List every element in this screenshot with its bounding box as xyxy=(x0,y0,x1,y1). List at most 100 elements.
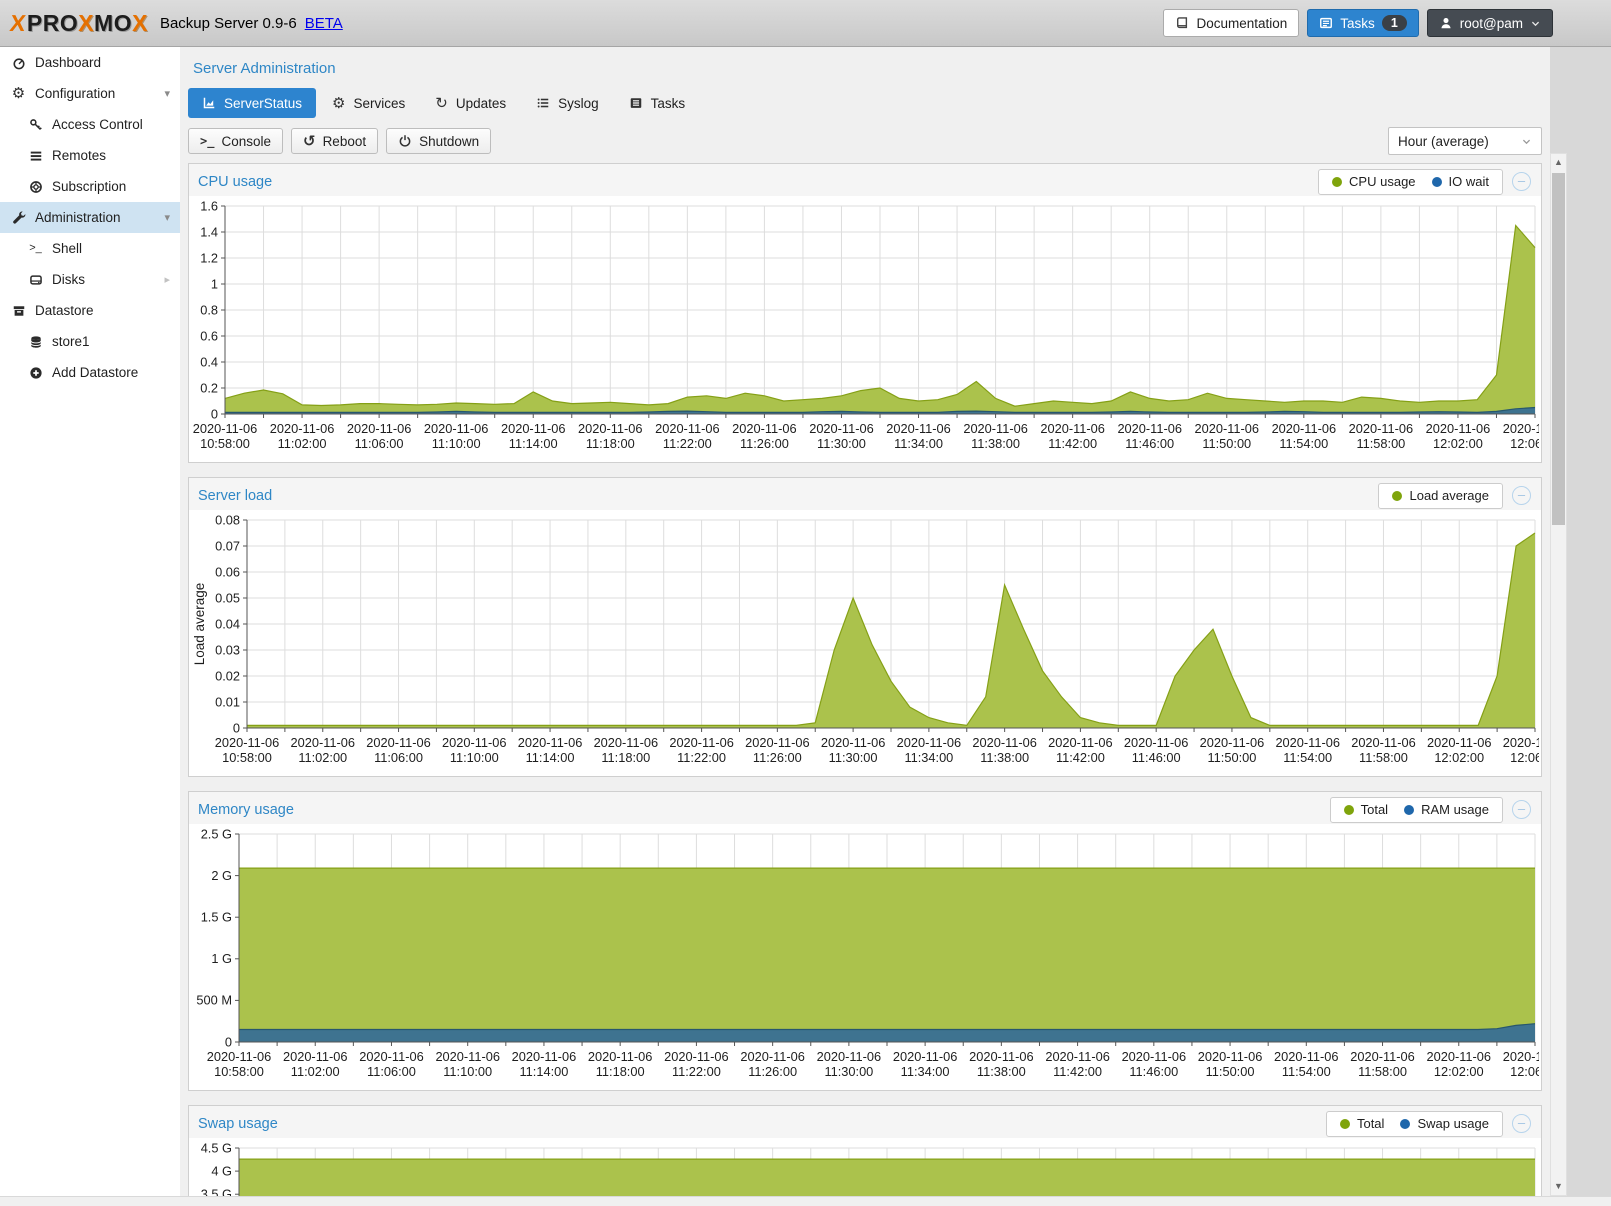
legend-label: Load average xyxy=(1409,488,1489,503)
svg-text:11:30:00: 11:30:00 xyxy=(824,1064,873,1079)
shutdown-button[interactable]: Shutdown xyxy=(386,128,492,154)
svg-text:2020-11-06: 2020-11-06 xyxy=(512,1049,577,1064)
tab-serverstatus[interactable]: ServerStatus xyxy=(188,88,317,118)
scroll-up-arrow[interactable]: ▲ xyxy=(1554,157,1563,167)
reboot-icon: ↺ xyxy=(302,131,316,150)
chart-legend: Total Swap usage xyxy=(1325,1110,1503,1137)
svg-text:0.04: 0.04 xyxy=(215,616,240,631)
sidebar-item-configuration[interactable]: ⚙ Configuration ▾ xyxy=(0,78,180,109)
sidebar-item-label: Disks xyxy=(52,272,85,287)
proxmox-x-icon: X xyxy=(8,9,28,36)
chart-legend: CPU usage IO wait xyxy=(1318,168,1503,195)
tasklist-icon xyxy=(1319,16,1333,30)
listbox-icon xyxy=(629,96,643,110)
svg-text:500 M: 500 M xyxy=(196,993,232,1008)
svg-text:2020-11-06: 2020-11-06 xyxy=(1426,421,1491,436)
svg-text:2020-11-06: 2020-11-06 xyxy=(655,421,720,436)
svg-text:2020-11-06: 2020-11-06 xyxy=(442,735,507,750)
svg-text:2020-11-06: 2020-11-06 xyxy=(817,1049,882,1064)
collapse-button[interactable]: – xyxy=(1512,172,1531,191)
legend-dot-icon xyxy=(1400,1118,1411,1129)
tab-updates[interactable]: ↻ Updates xyxy=(421,88,520,118)
svg-text:2020-11-06: 2020-11-06 xyxy=(207,1049,272,1064)
panel-header: Swap usage Total Swap usage – xyxy=(189,1106,1541,1138)
collapse-button[interactable]: – xyxy=(1512,800,1531,819)
sidebar-item-label: Configuration xyxy=(35,86,116,101)
svg-text:11:54:00: 11:54:00 xyxy=(1282,1064,1331,1079)
collapse-button[interactable]: – xyxy=(1512,1114,1531,1133)
svg-text:2020-11-06: 2020-11-06 xyxy=(1503,421,1539,436)
user-icon xyxy=(1439,16,1453,30)
sidebar: Dashboard ⚙ Configuration ▾ Access Control Re… xyxy=(0,47,180,1196)
sidebar-item-shell[interactable]: >_ Shell xyxy=(0,233,180,264)
sidebar-item-store1[interactable]: store1 xyxy=(0,326,180,357)
svg-text:11:02:00: 11:02:00 xyxy=(278,436,327,451)
console-button[interactable]: >_ Console xyxy=(188,128,283,154)
proxmox-logo: X PROXMOX xyxy=(0,10,148,37)
timeframe-select[interactable]: Hour (average) xyxy=(1388,127,1542,155)
page-title: Server Administration xyxy=(193,60,336,77)
svg-text:11:42:00: 11:42:00 xyxy=(1048,436,1097,451)
beta-link[interactable]: BETA xyxy=(304,14,343,32)
sidebar-item-disks[interactable]: Disks ▸ xyxy=(0,264,180,295)
tab-bar: ServerStatus ⚙ Services ↻ Updates Syslog Tasks xyxy=(188,88,1550,118)
tab-services[interactable]: ⚙ Services xyxy=(318,88,419,118)
svg-text:11:14:00: 11:14:00 xyxy=(520,1064,569,1079)
chevron-down-icon[interactable]: ▾ xyxy=(164,88,170,100)
bars-icon xyxy=(26,149,45,163)
svg-text:0: 0 xyxy=(225,1034,232,1049)
svg-text:11:10:00: 11:10:00 xyxy=(432,436,481,451)
tab-tasks[interactable]: Tasks xyxy=(615,88,700,118)
svg-text:2020-11-06: 2020-11-06 xyxy=(435,1049,500,1064)
tab-syslog[interactable]: Syslog xyxy=(522,88,613,118)
svg-text:11:58:00: 11:58:00 xyxy=(1358,1064,1407,1079)
svg-text:2020-11-06: 2020-11-06 xyxy=(283,1049,348,1064)
svg-text:12:02:00: 12:02:00 xyxy=(1434,750,1484,765)
legend-item-io-wait: IO wait xyxy=(1431,174,1489,189)
sidebar-item-administration[interactable]: Administration ▾ xyxy=(0,202,180,233)
svg-text:11:58:00: 11:58:00 xyxy=(1359,750,1408,765)
scrollbar-thumb[interactable] xyxy=(1552,173,1565,525)
reboot-button[interactable]: ↺ Reboot xyxy=(290,128,379,154)
tasks-button[interactable]: Tasks 1 xyxy=(1307,9,1419,37)
scroll-down-arrow[interactable]: ▼ xyxy=(1554,1181,1563,1191)
collapse-button[interactable]: – xyxy=(1512,486,1531,505)
svg-text:11:14:00: 11:14:00 xyxy=(509,436,558,451)
sidebar-item-remotes[interactable]: Remotes xyxy=(0,140,180,171)
svg-text:2020-11-06: 2020-11-06 xyxy=(518,735,583,750)
sidebar-item-access-control[interactable]: Access Control xyxy=(0,109,180,140)
svg-text:11:18:00: 11:18:00 xyxy=(586,436,635,451)
svg-text:11:38:00: 11:38:00 xyxy=(980,750,1029,765)
user-menu-button[interactable]: root@pam xyxy=(1426,9,1553,37)
horizontal-scrollbar[interactable] xyxy=(0,1196,1611,1206)
svg-text:2020-11-06: 2020-11-06 xyxy=(1427,1049,1492,1064)
svg-text:11:34:00: 11:34:00 xyxy=(894,436,943,451)
sidebar-item-dashboard[interactable]: Dashboard xyxy=(0,47,180,78)
svg-text:4 G: 4 G xyxy=(211,1163,232,1178)
svg-text:2020-11-06: 2020-11-06 xyxy=(809,421,874,436)
svg-text:2020-11-06: 2020-11-06 xyxy=(886,421,951,436)
svg-text:2020-11-06: 2020-11-06 xyxy=(270,421,335,436)
svg-text:2020-11-06: 2020-11-06 xyxy=(501,421,566,436)
svg-text:12:06:00: 12:06:00 xyxy=(1510,1064,1539,1079)
documentation-button[interactable]: Documentation xyxy=(1163,9,1300,37)
sidebar-item-datastore[interactable]: Datastore xyxy=(0,295,180,326)
legend-label: Total xyxy=(1360,802,1389,817)
legend-item-swap-usage: Swap usage xyxy=(1400,1116,1489,1131)
sidebar-item-label: Dashboard xyxy=(35,55,102,70)
panel-header: Server load Load average – xyxy=(189,478,1541,510)
sidebar-item-label: Shell xyxy=(52,241,83,256)
chevdown-icon xyxy=(1521,136,1532,147)
svg-text:2020-11-06: 2020-11-06 xyxy=(1122,1049,1187,1064)
chevron-down-icon[interactable]: ▾ xyxy=(164,212,170,224)
sidebar-item-subscription[interactable]: Subscription xyxy=(0,171,180,202)
shutdown-label: Shutdown xyxy=(419,133,480,149)
chevron-right-icon[interactable]: ▸ xyxy=(164,274,170,286)
svg-text:11:30:00: 11:30:00 xyxy=(829,750,878,765)
tab-label: Syslog xyxy=(558,95,599,111)
vertical-scrollbar[interactable]: ▲ ▼ xyxy=(1550,153,1567,1196)
svg-text:11:26:00: 11:26:00 xyxy=(753,750,802,765)
legend-label: Total xyxy=(1356,1116,1385,1131)
chevron-down-icon xyxy=(1530,18,1541,29)
sidebar-item-add-datastore[interactable]: Add Datastore xyxy=(0,357,180,388)
